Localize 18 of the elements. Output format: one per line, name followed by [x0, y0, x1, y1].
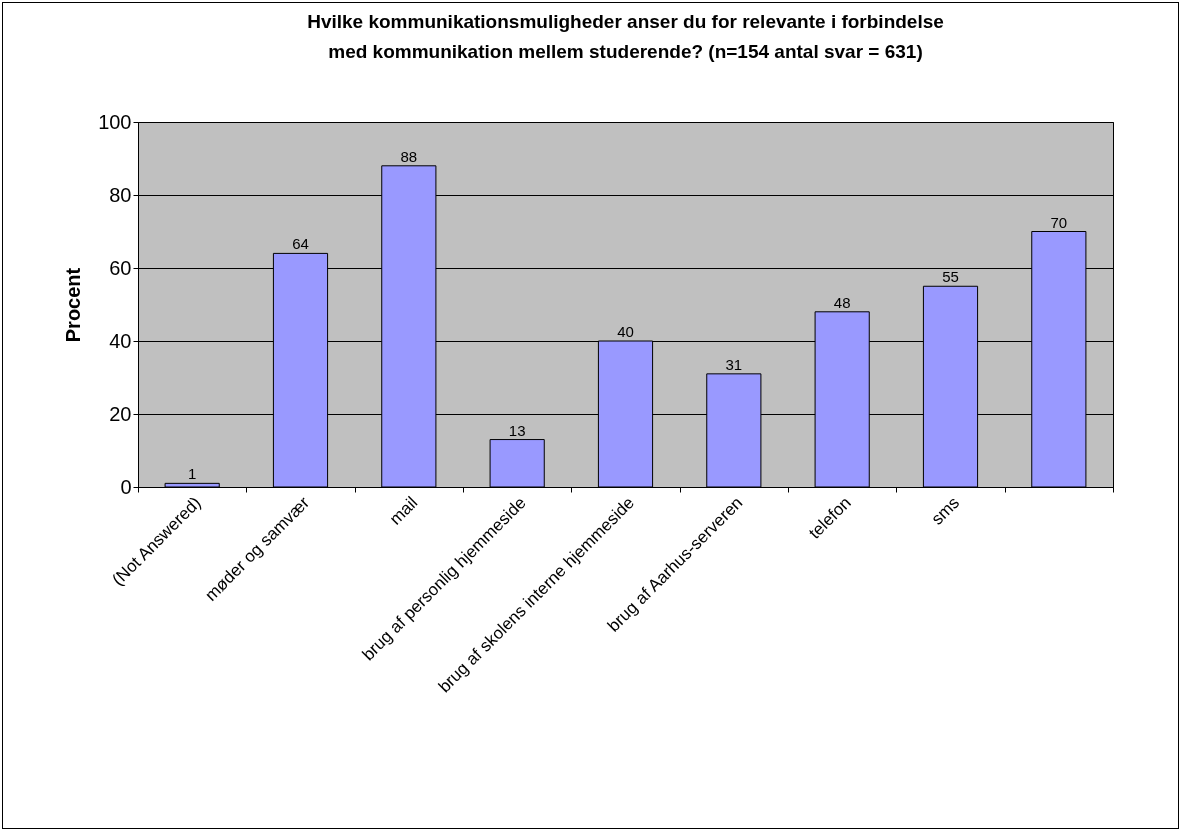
data-label: 48	[833, 293, 851, 311]
data-label: 88	[400, 147, 418, 165]
y-tick-label: 40	[109, 329, 132, 352]
data-label: 31	[725, 355, 743, 373]
x-tick-label: sms	[927, 493, 964, 529]
y-tick-label: 100	[98, 110, 132, 133]
data-label: 70	[1050, 213, 1068, 231]
y-tick-label: 0	[120, 475, 132, 498]
y-tick-label: 80	[109, 183, 132, 206]
data-label: 55	[942, 268, 959, 286]
y-tick-label: 60	[109, 256, 132, 279]
y-tick-label: 20	[109, 402, 132, 425]
chart-title: Hvilke kommunikationsmuligheder anser du for relevante i forbindelse med kommunikation mellem studerende? (n=154 antal svar = 631)	[307, 11, 944, 62]
y-axis-title: Procent	[62, 267, 85, 343]
data-label: 1	[187, 465, 197, 483]
data-label: 40	[617, 323, 634, 340]
data-label: 64	[292, 235, 309, 253]
data-label: 13	[508, 421, 526, 439]
